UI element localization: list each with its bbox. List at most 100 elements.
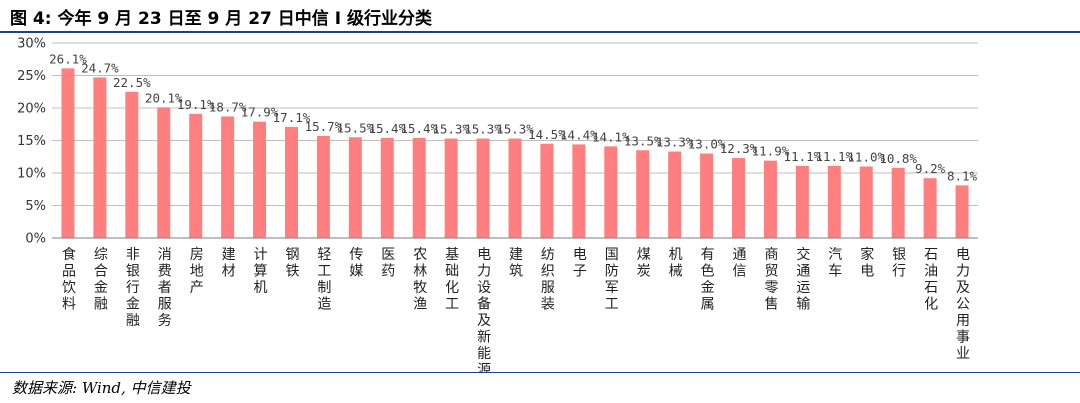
category-label: 食品饮料 bbox=[62, 246, 76, 313]
bar bbox=[955, 185, 969, 238]
category-label: 机械 bbox=[669, 247, 683, 280]
bar bbox=[891, 167, 905, 238]
bar bbox=[61, 68, 75, 238]
bar bbox=[700, 153, 714, 238]
data-label: 15.3% bbox=[496, 122, 534, 137]
bar bbox=[284, 126, 298, 238]
bar bbox=[763, 160, 777, 238]
bar bbox=[157, 107, 171, 238]
data-label: 26.1% bbox=[49, 51, 87, 66]
source-rule bbox=[0, 372, 1080, 373]
bar bbox=[93, 77, 107, 238]
category-label: 电力及公用事业 bbox=[956, 247, 970, 362]
bar bbox=[221, 116, 235, 238]
y-tick-label: 5% bbox=[25, 199, 46, 214]
data-label: 10.8% bbox=[879, 151, 917, 166]
category-label: 医药 bbox=[381, 247, 395, 280]
category-label: 商贸零售 bbox=[764, 247, 778, 313]
data-label: 13.5% bbox=[624, 133, 662, 148]
title-rule bbox=[0, 31, 1080, 33]
bar bbox=[540, 143, 554, 238]
bar bbox=[923, 178, 937, 238]
bar bbox=[827, 165, 841, 238]
bar bbox=[189, 113, 203, 238]
y-tick-label: 0% bbox=[25, 232, 46, 247]
figure-title: 图 4: 今年 9 月 23 日至 9 月 27 日中信 I 级行业分类 bbox=[10, 9, 432, 29]
category-label: 纺织服装 bbox=[541, 247, 555, 313]
bar bbox=[125, 91, 139, 238]
bar bbox=[732, 158, 746, 238]
category-label: 电子 bbox=[573, 247, 587, 280]
bar bbox=[253, 121, 267, 238]
category-label: 轻工制造 bbox=[317, 247, 331, 313]
data-label: 15.5% bbox=[337, 120, 375, 135]
category-label: 基础化工 bbox=[445, 246, 459, 313]
data-label: 17.1% bbox=[273, 110, 311, 125]
bar bbox=[795, 165, 809, 238]
category-label: 消费者服务 bbox=[158, 247, 172, 329]
bar bbox=[636, 150, 650, 238]
bar bbox=[316, 135, 330, 238]
category-label: 计算机 bbox=[254, 247, 268, 296]
category-label: 农林牧渔 bbox=[413, 247, 427, 313]
category-label: 电力设备及新能源 bbox=[477, 247, 491, 372]
category-label: 汽车 bbox=[828, 247, 842, 280]
data-label: 15.7% bbox=[305, 119, 343, 134]
data-label: 14.4% bbox=[560, 127, 598, 142]
category-label: 家电 bbox=[860, 246, 874, 280]
data-label: 17.9% bbox=[241, 105, 279, 120]
category-label: 钢铁 bbox=[285, 247, 299, 280]
bar bbox=[859, 166, 873, 238]
bar bbox=[476, 138, 490, 238]
data-label: 11.0% bbox=[847, 150, 885, 165]
data-label: 15.4% bbox=[400, 121, 438, 136]
bar bbox=[668, 151, 682, 238]
data-label: 15.3% bbox=[432, 122, 470, 137]
category-label: 有色金属 bbox=[701, 247, 715, 313]
y-tick-label: 15% bbox=[17, 134, 46, 149]
category-label: 综合金融 bbox=[94, 247, 108, 313]
category-label: 房地产 bbox=[190, 247, 204, 296]
category-label: 石油石化 bbox=[924, 247, 938, 313]
bar bbox=[380, 137, 394, 238]
category-label: 煤炭 bbox=[637, 247, 651, 280]
data-label: 14.1% bbox=[592, 129, 630, 144]
category-label: 建材 bbox=[222, 247, 236, 280]
data-label: 12.3% bbox=[720, 141, 758, 156]
category-label: 国防军工 bbox=[605, 247, 619, 313]
data-label: 14.5% bbox=[528, 127, 566, 142]
bars bbox=[61, 68, 969, 238]
y-tick-label: 30% bbox=[17, 37, 46, 52]
y-tick-label: 25% bbox=[17, 69, 46, 84]
category-label: 交通运输 bbox=[796, 246, 810, 313]
bar bbox=[604, 146, 618, 238]
bar bbox=[444, 138, 458, 238]
y-tick-label: 20% bbox=[17, 102, 46, 117]
y-tick-label: 10% bbox=[17, 167, 46, 182]
category-label: 传媒 bbox=[349, 247, 363, 280]
data-label: 11.1% bbox=[784, 149, 822, 164]
data-label: 20.1% bbox=[145, 90, 183, 105]
data-label: 8.1% bbox=[947, 168, 978, 183]
bar bbox=[348, 137, 362, 238]
data-label: 18.7% bbox=[209, 99, 247, 114]
data-label: 22.5% bbox=[113, 75, 151, 90]
data-labels: 26.1%24.7%22.5%20.1%19.1%18.7%17.9%17.1%… bbox=[49, 51, 977, 183]
data-label: 15.4% bbox=[368, 121, 406, 136]
source-note: 数据来源: Wind, 中信建投 bbox=[12, 379, 191, 397]
bar bbox=[572, 144, 586, 238]
data-label: 19.1% bbox=[177, 97, 215, 112]
data-label: 13.0% bbox=[688, 137, 726, 152]
category-label: 银行 bbox=[892, 247, 906, 280]
category-label: 非银行金融 bbox=[126, 247, 140, 329]
data-label: 24.7% bbox=[81, 60, 119, 75]
data-label: 15.3% bbox=[464, 122, 502, 137]
bar bbox=[412, 137, 426, 238]
y-axis-tick-labels: 0% 5% 10% 15% 20% 25% 30% bbox=[17, 37, 46, 247]
category-label: 建筑 bbox=[509, 247, 523, 280]
bar-chart: 0% 5% 10% 15% 20% 25% 30% 26.1%24.7%22.5%20.1%… bbox=[17, 37, 978, 372]
category-label: 通信 bbox=[733, 247, 747, 280]
data-label: 13.3% bbox=[656, 135, 694, 150]
data-label: 9.2% bbox=[915, 161, 946, 176]
